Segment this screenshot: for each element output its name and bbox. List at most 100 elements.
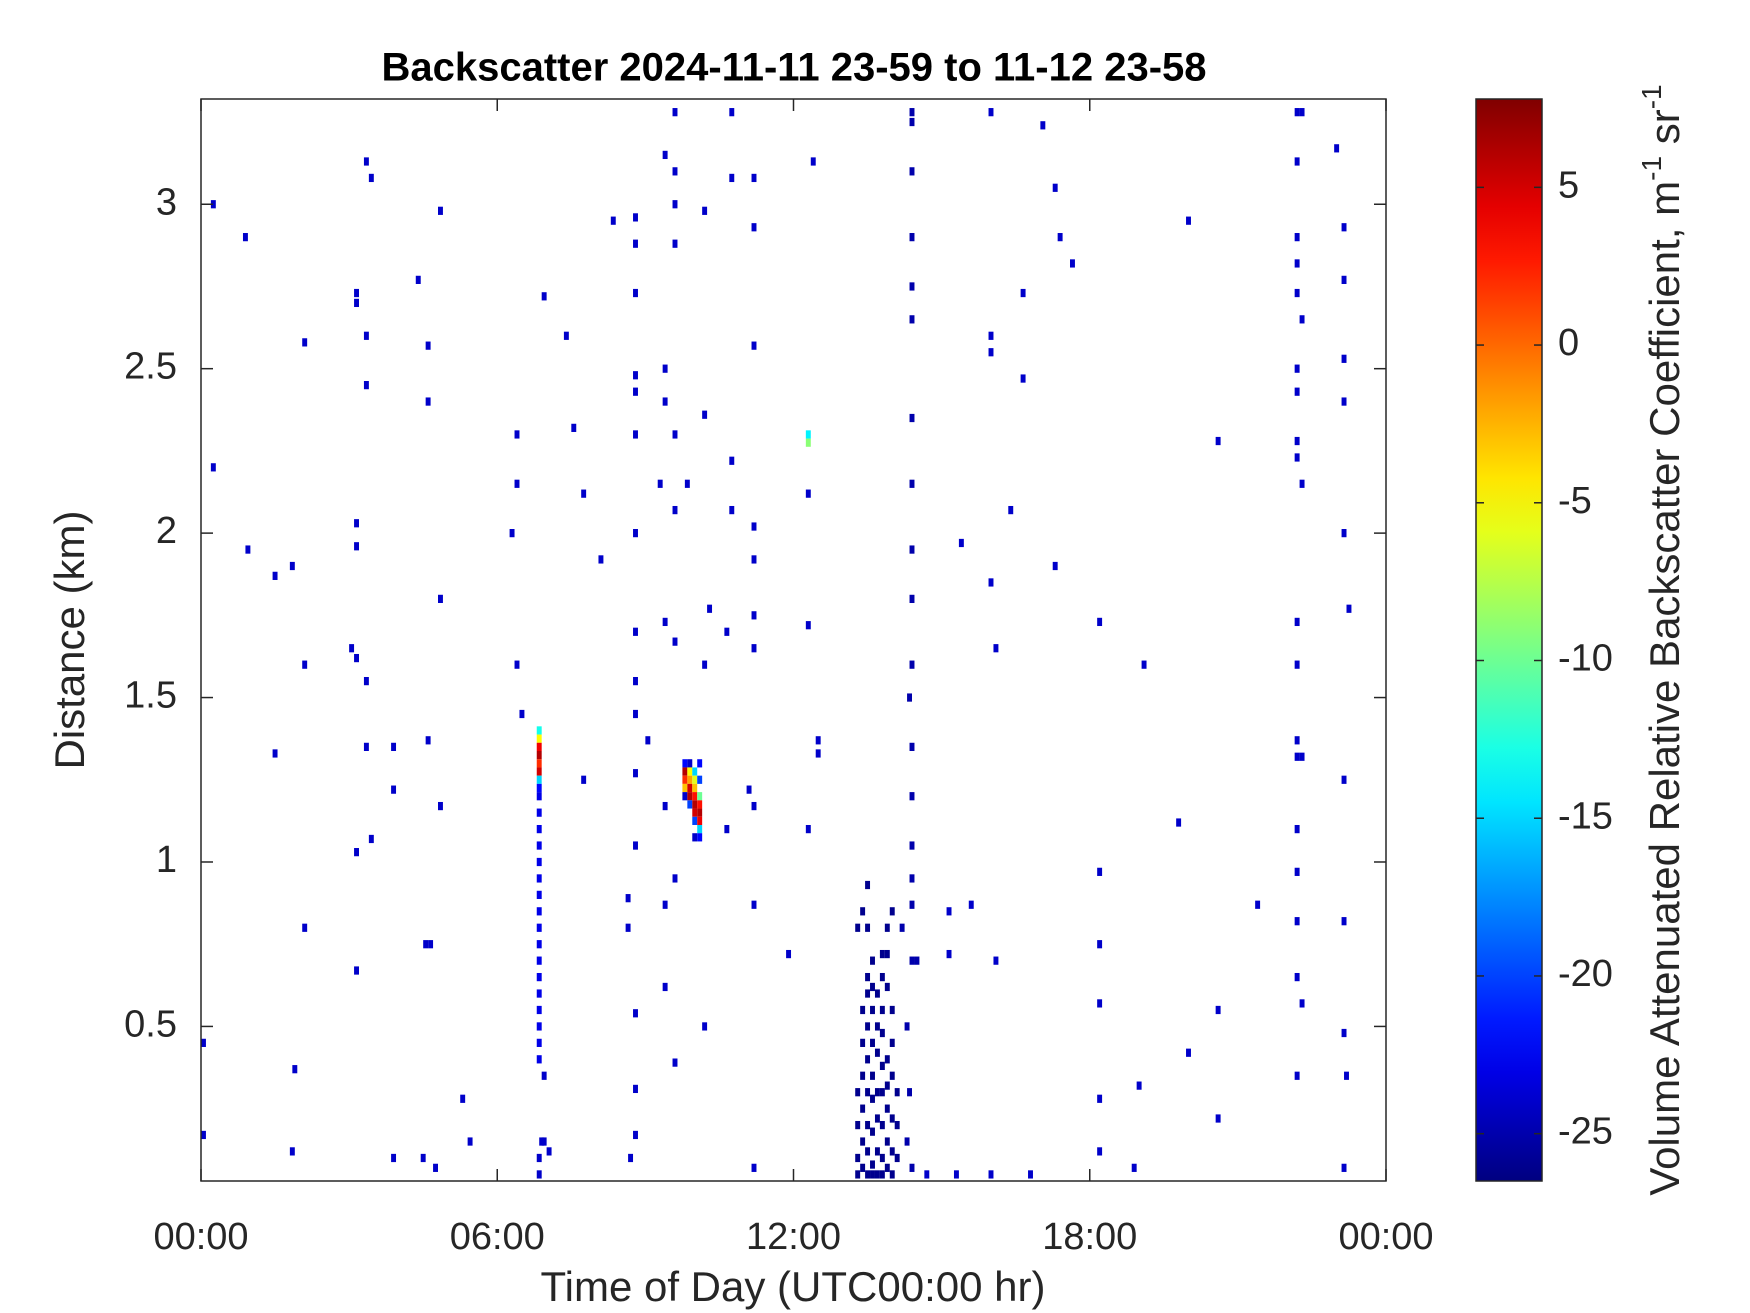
colorbar bbox=[1475, 98, 1543, 1182]
cell bbox=[870, 1038, 875, 1047]
cell bbox=[870, 1071, 875, 1080]
cell bbox=[1097, 999, 1103, 1008]
colorbar-tick-label: -5 bbox=[1558, 480, 1592, 522]
cell bbox=[751, 644, 757, 653]
cell bbox=[968, 900, 974, 909]
cell bbox=[1294, 108, 1300, 117]
cell bbox=[1294, 453, 1300, 462]
cell bbox=[467, 1137, 473, 1146]
cell bbox=[988, 348, 994, 357]
cell bbox=[865, 1147, 871, 1156]
colorbar-tick-label: -20 bbox=[1558, 953, 1613, 995]
cell bbox=[1294, 259, 1300, 268]
colorbar-label: Volume Attenuated Relative Backscatter C… bbox=[1636, 84, 1688, 1195]
cell bbox=[610, 216, 616, 225]
cell bbox=[1131, 1163, 1137, 1172]
cell bbox=[210, 463, 216, 472]
cell bbox=[988, 1170, 994, 1179]
cell bbox=[536, 775, 542, 784]
cell bbox=[682, 792, 688, 801]
cell bbox=[541, 1137, 547, 1146]
cell bbox=[909, 545, 915, 554]
cell bbox=[697, 833, 703, 842]
cell bbox=[870, 1170, 875, 1179]
cell bbox=[860, 907, 866, 916]
x-tick-label: 00:00 bbox=[153, 1216, 248, 1258]
cell bbox=[536, 734, 542, 743]
cell bbox=[687, 792, 693, 801]
cell bbox=[633, 1130, 638, 1140]
cell bbox=[662, 801, 668, 811]
cell bbox=[909, 1163, 915, 1172]
y-tick-label: 1 bbox=[156, 839, 177, 881]
cell bbox=[672, 200, 678, 209]
cell bbox=[746, 785, 752, 794]
cell bbox=[536, 907, 542, 916]
cell bbox=[724, 824, 730, 834]
cell bbox=[302, 338, 308, 347]
cell bbox=[1294, 387, 1300, 396]
cell bbox=[1341, 775, 1347, 784]
cell bbox=[201, 1038, 206, 1047]
cell bbox=[633, 709, 638, 719]
cell bbox=[1346, 604, 1352, 613]
cell bbox=[354, 519, 359, 528]
cell bbox=[909, 479, 915, 488]
cell bbox=[914, 956, 920, 965]
cell bbox=[697, 824, 703, 834]
cell bbox=[563, 331, 569, 340]
cell bbox=[1008, 505, 1014, 515]
cell bbox=[860, 1071, 866, 1080]
cell bbox=[425, 397, 431, 406]
cell bbox=[368, 834, 374, 844]
cell bbox=[751, 1163, 757, 1172]
cell bbox=[751, 522, 757, 531]
cell bbox=[245, 545, 251, 554]
cell bbox=[633, 529, 638, 538]
cell bbox=[884, 1081, 890, 1090]
cell bbox=[302, 923, 308, 932]
cell bbox=[692, 833, 698, 842]
colorbar-label-sup: -1 bbox=[1636, 84, 1667, 109]
cell bbox=[810, 157, 816, 166]
cell bbox=[855, 1120, 861, 1130]
cell bbox=[1057, 233, 1063, 242]
cell bbox=[289, 1147, 295, 1156]
cell bbox=[884, 949, 890, 959]
cell bbox=[645, 736, 651, 745]
cell bbox=[536, 1022, 542, 1031]
cell bbox=[272, 571, 278, 580]
cell bbox=[729, 173, 735, 183]
cell bbox=[894, 1088, 900, 1097]
cell bbox=[870, 1094, 875, 1103]
cell bbox=[1294, 364, 1300, 373]
cell bbox=[420, 1153, 426, 1163]
cell bbox=[993, 644, 999, 653]
colorbar-tick-label: -15 bbox=[1558, 795, 1613, 837]
cell bbox=[633, 387, 638, 396]
y-tick-label: 3 bbox=[156, 181, 177, 223]
cell bbox=[855, 923, 861, 932]
cell bbox=[672, 167, 678, 176]
cell bbox=[1341, 275, 1347, 284]
cell bbox=[354, 653, 359, 663]
cell bbox=[536, 1055, 542, 1064]
cell bbox=[860, 1005, 866, 1015]
cell bbox=[855, 1153, 861, 1163]
cell bbox=[805, 438, 811, 447]
cell bbox=[1341, 354, 1347, 363]
cell bbox=[536, 874, 542, 883]
cell bbox=[1020, 288, 1026, 298]
cell bbox=[889, 1147, 895, 1156]
cell bbox=[946, 949, 952, 959]
cell bbox=[687, 767, 693, 776]
cell bbox=[1097, 617, 1103, 627]
cell bbox=[536, 783, 542, 793]
cell bbox=[874, 1088, 880, 1097]
cell bbox=[865, 1055, 871, 1064]
cell bbox=[879, 1005, 885, 1015]
cell bbox=[598, 555, 604, 564]
cell bbox=[536, 808, 542, 817]
cell bbox=[354, 848, 359, 857]
cell bbox=[889, 1114, 895, 1123]
